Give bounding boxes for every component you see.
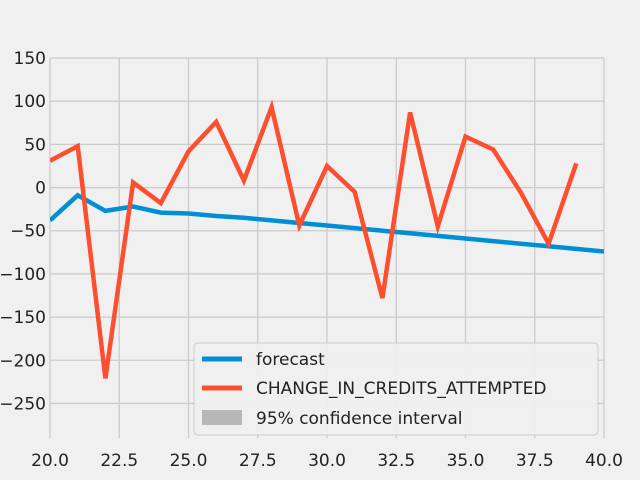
y-tick-label: −200 (0, 351, 46, 371)
x-tick-label: 27.5 (239, 451, 277, 471)
series-lines (50, 99, 604, 379)
legend-label-change-in-credits-attempted: CHANGE_IN_CREDITS_ATTEMPTED (256, 379, 547, 399)
y-tick-label: 150 (14, 49, 46, 69)
x-tick-label: 32.5 (377, 451, 415, 471)
x-tick-label: 30.0 (308, 451, 346, 471)
y-tick-label: 100 (14, 92, 46, 112)
series-line-forecast (50, 192, 604, 254)
legend: forecast CHANGE_IN_CREDITS_ATTEMPTED 95%… (193, 342, 599, 436)
x-axis-ticks: 20.0 22.5 25.0 27.5 30.0 32.5 35.0 37.5 40.0 (31, 451, 623, 471)
y-tick-label: −50 (10, 222, 46, 242)
x-tick-label: 35.0 (447, 451, 485, 471)
legend-label-forecast: forecast (256, 350, 325, 370)
y-tick-label: −150 (0, 308, 46, 328)
x-tick-label: 25.0 (170, 451, 208, 471)
y-tick-label: −250 (0, 394, 46, 414)
y-tick-label: 50 (24, 135, 46, 155)
y-axis-ticks: −250 −200 −150 −100 −50 0 50 100 150 (0, 49, 46, 414)
x-tick-label: 20.0 (31, 451, 69, 471)
x-tick-label: 37.5 (516, 451, 554, 471)
series-line-change-in-credits-attempted (50, 99, 579, 379)
x-tick-label: 40.0 (585, 451, 623, 471)
y-tick-label: −100 (0, 265, 46, 285)
legend-swatch-confidence-interval (202, 410, 242, 425)
y-tick-label: 0 (35, 179, 46, 199)
legend-box (193, 342, 599, 436)
legend-label-confidence-interval: 95% confidence interval (256, 409, 462, 429)
x-tick-label: 22.5 (100, 451, 138, 471)
